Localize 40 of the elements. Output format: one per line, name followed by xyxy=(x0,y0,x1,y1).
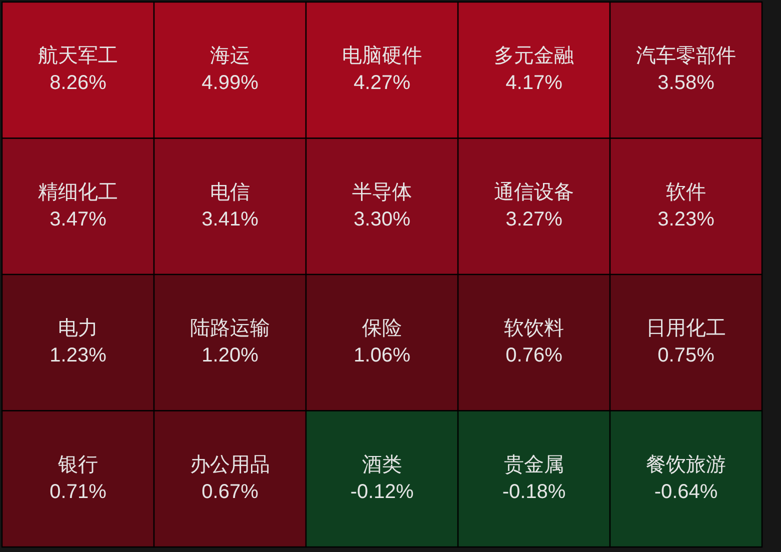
value-label: 4.99% xyxy=(202,72,258,94)
value-label: 4.17% xyxy=(506,72,562,94)
value-label: 3.27% xyxy=(506,208,562,230)
tile-name: 精细化工 xyxy=(38,181,118,204)
tile-name: 通信设备 xyxy=(494,181,574,204)
tile-name: 软件 xyxy=(666,181,706,204)
tile-name: 多元金融 xyxy=(494,45,574,68)
value-label: 3.41% xyxy=(202,208,258,230)
value-label: -0.12% xyxy=(350,480,414,503)
value-label: 3.23% xyxy=(658,208,714,230)
tile-name: 汽车零部件 xyxy=(636,45,736,68)
tile-name: 电脑硬件 xyxy=(342,45,422,68)
tile-name: 软饮料 xyxy=(504,318,564,340)
value-label: 4.27% xyxy=(354,72,410,94)
tile-name: 航天军工 xyxy=(38,45,118,68)
value-label: 3.47% xyxy=(50,208,106,230)
value-label: 8.26% xyxy=(50,72,106,94)
tile-name: 办公用品 xyxy=(190,454,270,476)
tile-name: 海运 xyxy=(210,45,250,68)
value-label: 0.75% xyxy=(658,344,714,367)
value-label: 1.20% xyxy=(202,344,258,367)
value-label: 0.67% xyxy=(202,480,258,503)
tile-name: 酒类 xyxy=(362,454,402,476)
value-label: 3.58% xyxy=(658,72,714,94)
value-label: 1.06% xyxy=(354,344,410,367)
value-label: 0.76% xyxy=(506,344,562,367)
tile-name: 陆路运输 xyxy=(190,318,270,340)
value-label: -0.64% xyxy=(654,480,718,503)
value-label: -0.18% xyxy=(502,480,566,503)
value-label: 1.23% xyxy=(50,344,106,367)
value-label: 0.71% xyxy=(50,480,106,503)
tile-name: 贵金属 xyxy=(504,454,564,476)
tile-name: 电力 xyxy=(58,318,98,340)
tile-name: 日用化工 xyxy=(646,318,726,340)
tile-name: 银行 xyxy=(58,454,98,476)
tile-name: 电信 xyxy=(210,181,250,204)
value-label: 3.30% xyxy=(354,208,410,230)
tile-name: 餐饮旅游 xyxy=(646,454,726,476)
tile-name: 半导体 xyxy=(352,181,412,204)
tile-name: 保险 xyxy=(362,318,402,340)
